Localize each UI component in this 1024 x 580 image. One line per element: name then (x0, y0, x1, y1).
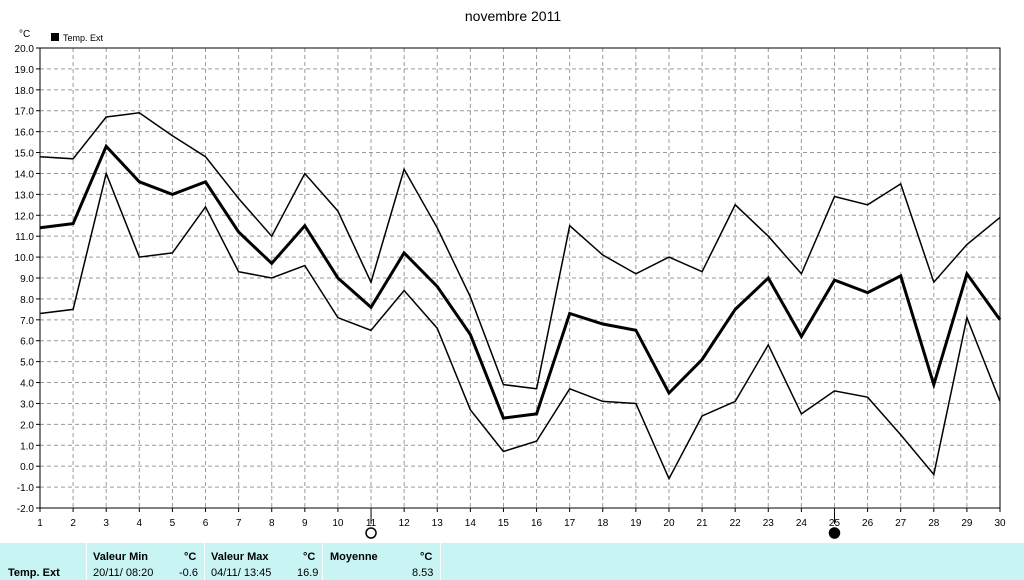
y-axis-unit: °C (19, 29, 30, 40)
x-tick-label: 26 (862, 518, 874, 529)
moon-markers (365, 512, 841, 539)
x-tick-label: 12 (399, 518, 411, 529)
x-tick-label: 15 (498, 518, 510, 529)
y-tick-label: 3.0 (20, 399, 34, 410)
temperature-chart: novembre 2011 °C Temp. Ext -2.0 -1.0 0.0 1.… (15, 8, 1006, 539)
summary-mean-cell: Moyenne °C 8.53 (323, 543, 441, 580)
chart-title: novembre 2011 (465, 8, 561, 24)
min-unit: °C (184, 551, 197, 563)
x-tick-label: 17 (564, 518, 576, 529)
max-value: 16.9 (297, 567, 319, 579)
mean-unit: °C (420, 551, 433, 563)
y-tick-label: 17.0 (15, 107, 35, 118)
y-tick-label: 1.0 (20, 441, 34, 452)
max-unit: °C (303, 551, 316, 563)
min-header: Valeur Min (93, 551, 149, 563)
summary-bar: Temp. Ext Valeur Min °C 20/11/ 08:20 -0.… (0, 543, 1024, 580)
y-tick-label: 0.0 (20, 462, 34, 473)
y-tick-label: 15.0 (15, 149, 35, 160)
y-axis-ticks: -2.0 -1.0 0.0 1.0 2.0 3.0 4.0 5.0 6.0 7.0 8.0 9.0 10… (15, 44, 40, 515)
mean-value: 8.53 (412, 567, 434, 579)
x-tick-label: 5 (170, 518, 176, 529)
series-line-max (39, 112, 1001, 390)
y-tick-label: 2.0 (20, 420, 34, 431)
y-tick-label: 5.0 (20, 358, 34, 369)
x-axis-ticks: 1 2 3 4 5 6 7 8 9 10 11 12 13 14 15 16 17 18 19 20 21 22 23 24 2… (37, 508, 1006, 529)
x-tick-label: 2 (70, 518, 76, 529)
summary-min-cell: Valeur Min °C 20/11/ 08:20 -0.6 (87, 543, 205, 580)
x-tick-label: 10 (332, 518, 344, 529)
y-tick-label: 14.0 (15, 169, 35, 180)
x-tick-label: 23 (763, 518, 775, 529)
y-tick-label: 10.0 (15, 253, 35, 264)
x-tick-label: 18 (597, 518, 609, 529)
series-lines (39, 112, 1002, 481)
min-value: -0.6 (179, 567, 198, 579)
y-tick-label: 16.0 (15, 128, 35, 139)
max-header: Valeur Max (211, 551, 269, 563)
y-tick-label: 20.0 (15, 44, 35, 55)
x-tick-label: 19 (630, 518, 642, 529)
new-moon-icon (828, 527, 841, 539)
x-tick-label: 21 (697, 518, 709, 529)
series-line-mean (39, 143, 1002, 420)
y-tick-label: 13.0 (15, 190, 35, 201)
y-tick-label: -1.0 (17, 483, 35, 494)
min-date: 20/11/ 08:20 (93, 567, 154, 579)
x-tick-label: 16 (531, 518, 543, 529)
x-tick-label: 13 (432, 518, 444, 529)
y-tick-label: -2.0 (17, 504, 35, 515)
x-tick-label: 20 (663, 518, 675, 529)
x-tick-label: 29 (961, 518, 973, 529)
mean-header: Moyenne (330, 551, 378, 563)
x-tick-label: 14 (465, 518, 477, 529)
y-tick-label: 6.0 (20, 337, 34, 348)
x-tick-label: 30 (994, 518, 1006, 529)
y-tick-label: 9.0 (20, 274, 34, 285)
x-tick-label: 3 (103, 518, 109, 529)
x-tick-label: 9 (302, 518, 308, 529)
y-tick-label: 12.0 (15, 211, 35, 222)
grid (40, 48, 1000, 508)
y-tick-label: 8.0 (20, 295, 34, 306)
y-tick-label: 4.0 (20, 379, 34, 390)
y-tick-label: 19.0 (15, 65, 35, 76)
x-tick-label: 22 (730, 518, 742, 529)
x-tick-label: 27 (895, 518, 907, 529)
y-tick-label: 11.0 (15, 232, 34, 243)
x-tick-label: 24 (796, 518, 808, 529)
x-tick-label: 28 (928, 518, 940, 529)
summary-label-cell: Temp. Ext (0, 543, 87, 580)
max-date: 04/11/ 13:45 (211, 567, 272, 579)
y-tick-label: 7.0 (20, 316, 34, 327)
summary-row-label: Temp. Ext (8, 567, 60, 579)
x-tick-label: 4 (137, 518, 143, 529)
x-tick-label: 6 (203, 518, 209, 529)
legend-label: Temp. Ext (63, 33, 104, 43)
full-moon-icon (365, 527, 377, 539)
x-tick-label: 8 (269, 518, 275, 529)
x-tick-label: 1 (37, 518, 43, 529)
y-tick-label: 18.0 (15, 86, 35, 97)
x-tick-label: 7 (236, 518, 242, 529)
summary-max-cell: Valeur Max °C 04/11/ 13:45 16.9 (205, 543, 323, 580)
legend-swatch (51, 33, 59, 41)
series-line-min (39, 171, 1001, 481)
